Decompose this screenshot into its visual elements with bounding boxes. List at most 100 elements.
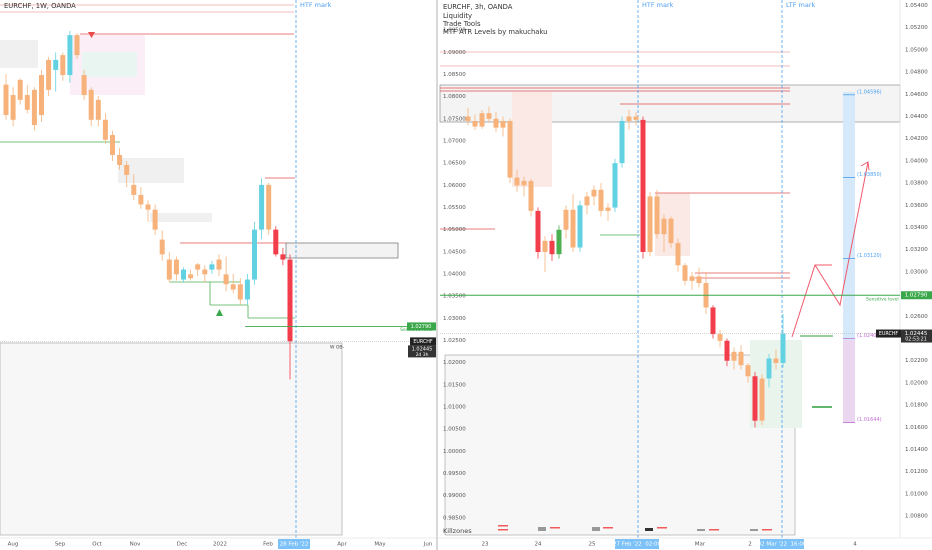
y-tick-label: 1.06500 bbox=[443, 161, 466, 167]
y-tick-label: 1.05000 bbox=[443, 227, 466, 233]
x-tick-label: 23 bbox=[482, 542, 489, 548]
y-tick-label: 1.00000 bbox=[443, 449, 466, 455]
x-tick-label: 27 Feb '22 02:00 bbox=[613, 542, 662, 548]
candle-body bbox=[244, 279, 250, 300]
y2-tick-label: 1.02200 bbox=[905, 358, 928, 364]
kz bbox=[498, 529, 508, 531]
y2-tick-label: 1.05400 bbox=[905, 3, 928, 9]
candle-body bbox=[486, 113, 492, 119]
x-tick-label: 24 bbox=[535, 542, 542, 548]
candle-body bbox=[39, 75, 44, 116]
kz bbox=[603, 527, 613, 529]
sensitive-label: Sensitive level bbox=[866, 297, 899, 303]
y2-tick-label: 1.01600 bbox=[905, 425, 928, 431]
candle-body bbox=[17, 79, 23, 100]
candle-body bbox=[591, 189, 597, 197]
candle-body bbox=[500, 120, 506, 128]
sell-marker bbox=[88, 32, 95, 38]
date-highlight bbox=[760, 539, 804, 549]
y2-tick-label: 1.04400 bbox=[905, 114, 928, 120]
symbol-label: EURCHF bbox=[879, 331, 899, 337]
price-box bbox=[901, 329, 932, 343]
candle-body bbox=[287, 259, 293, 342]
candle-body bbox=[535, 210, 541, 252]
price-box bbox=[408, 345, 436, 358]
indicator: Liquidity bbox=[443, 12, 472, 20]
candle-body bbox=[24, 95, 30, 110]
candle-body bbox=[556, 229, 562, 255]
candle-body bbox=[131, 184, 137, 195]
y2-tick-label: 1.03600 bbox=[905, 203, 928, 209]
y-tick-label: 1.09500 bbox=[443, 28, 466, 34]
y2-tick-label: 1.03400 bbox=[905, 225, 928, 231]
price-label: 1.02445 bbox=[412, 346, 433, 352]
candle-body bbox=[577, 205, 583, 248]
candle-body bbox=[472, 120, 478, 127]
price-box bbox=[407, 322, 436, 331]
symbol-label: EURCHF bbox=[413, 339, 433, 345]
candle-body bbox=[259, 184, 265, 230]
candle-body bbox=[95, 99, 101, 120]
x-tick-label: Dec bbox=[177, 542, 188, 548]
ob-zone bbox=[0, 342, 343, 536]
ltf-label: LTF mark bbox=[786, 1, 815, 9]
candle-body bbox=[3, 84, 9, 116]
candle-body bbox=[654, 196, 660, 235]
candle-body bbox=[110, 134, 115, 155]
y-tick-label: 1.08500 bbox=[443, 72, 466, 78]
x-tick-label: Oct bbox=[92, 542, 102, 548]
candle-body bbox=[598, 189, 604, 211]
y-tick-label: 0.99000 bbox=[443, 493, 466, 499]
zone bbox=[439, 84, 901, 123]
kz bbox=[550, 527, 560, 529]
candle-body bbox=[626, 116, 632, 121]
candle-body bbox=[640, 119, 646, 252]
candle-body bbox=[117, 154, 123, 165]
candle-body bbox=[682, 265, 688, 281]
kz bbox=[750, 529, 758, 531]
y2-tick-label: 1.03800 bbox=[905, 181, 928, 187]
y2-tick-label: 1.04000 bbox=[905, 158, 928, 164]
candle-body bbox=[731, 351, 737, 361]
chart-title: EURCHF, 3h, OANDA bbox=[443, 3, 513, 11]
x-tick-label: Feb bbox=[263, 542, 273, 548]
y-tick-label: 1.01500 bbox=[443, 382, 466, 388]
y2-tick-label: 1.00800 bbox=[905, 514, 928, 520]
buy-marker bbox=[216, 309, 223, 316]
x-tick-label: Mar bbox=[695, 542, 706, 548]
price-box bbox=[901, 291, 932, 300]
price-label: 1.02790 bbox=[905, 293, 928, 299]
zone bbox=[82, 52, 137, 77]
marks: Sensitive level1.02790EURCHF1.024451.024… bbox=[0, 3, 932, 549]
kz bbox=[762, 529, 772, 531]
candle-body bbox=[188, 274, 194, 279]
candle-body bbox=[102, 119, 108, 140]
candle-body bbox=[181, 269, 186, 280]
killzone-marks bbox=[498, 525, 772, 531]
candle-body bbox=[465, 116, 471, 121]
candle-body bbox=[67, 35, 73, 76]
indicator: Trade Tools bbox=[442, 20, 481, 28]
candle-body bbox=[209, 264, 215, 270]
candle-body bbox=[138, 194, 144, 205]
y-tick-label: 1.04500 bbox=[443, 249, 466, 255]
kz bbox=[645, 528, 653, 531]
symbol-box bbox=[410, 337, 436, 346]
y2-tick-label: 1.01200 bbox=[905, 469, 928, 475]
candle-body bbox=[223, 274, 229, 285]
candle-body bbox=[166, 259, 172, 280]
countdown: 2d 3h bbox=[416, 352, 429, 358]
kz bbox=[538, 527, 546, 531]
zone bbox=[444, 354, 796, 536]
y2-tick-label: 1.03000 bbox=[905, 269, 928, 275]
y-tick-label: 1.00500 bbox=[443, 427, 466, 433]
candle-body bbox=[10, 95, 16, 120]
candle-body bbox=[570, 209, 576, 248]
atr-up bbox=[843, 92, 855, 340]
atr-label: (1.03120) bbox=[857, 253, 882, 259]
zone bbox=[285, 242, 399, 259]
x-tick-label: Nov bbox=[130, 542, 141, 548]
htf-label: HTF mark bbox=[642, 1, 674, 9]
indicator: MTF ATR Levels by makuchaku bbox=[443, 28, 547, 36]
candle-body bbox=[145, 204, 151, 210]
